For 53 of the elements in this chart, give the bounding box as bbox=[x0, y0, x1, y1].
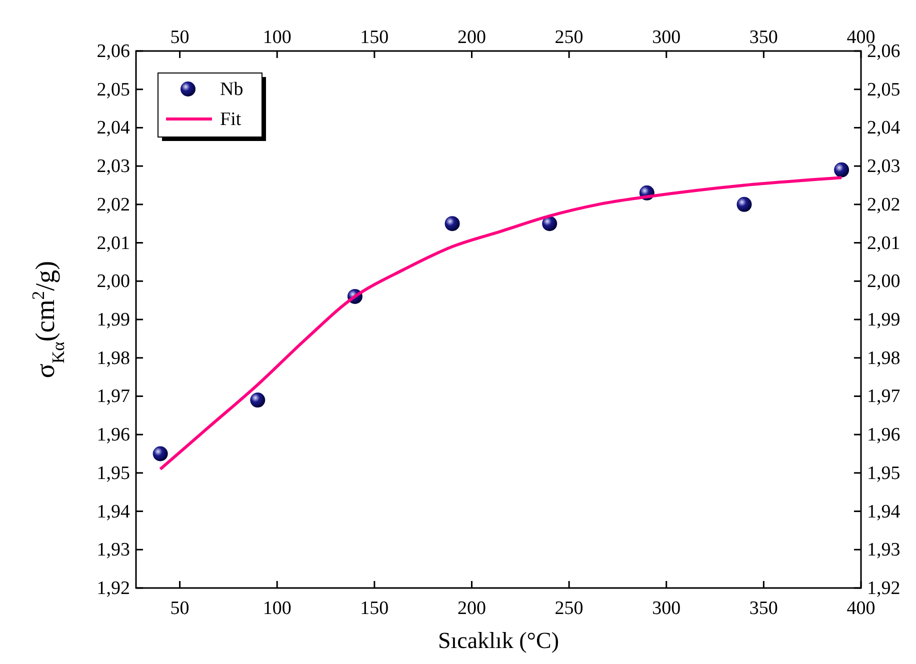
x2-tick-label: 350 bbox=[749, 598, 778, 619]
y-tick-label: 1,97 bbox=[96, 386, 130, 408]
x-tick-label: 300 bbox=[652, 27, 681, 48]
x-tick-label: 200 bbox=[457, 27, 486, 48]
y2-tick-label: 1,92 bbox=[867, 578, 900, 599]
y-tick-label: 1,92 bbox=[96, 578, 130, 599]
y-tick-label: 1,98 bbox=[96, 348, 130, 369]
y2-tick-label: 1,98 bbox=[867, 348, 900, 369]
y-tick-label: 1,95 bbox=[96, 462, 130, 484]
y-tick-label: 1,99 bbox=[96, 310, 130, 330]
x-axis-title: Sıcaklık (°C) bbox=[438, 628, 559, 653]
x2-tick-label: 200 bbox=[457, 598, 486, 619]
x2-tick-label: 400 bbox=[846, 598, 876, 619]
x-tick-label: 50 bbox=[170, 27, 190, 48]
y-tick-label: 2,01 bbox=[96, 232, 130, 254]
y-tick-label: 2,03 bbox=[96, 156, 130, 178]
x2-tick-label: 250 bbox=[554, 598, 584, 619]
y-tick-label: 2,05 bbox=[96, 79, 130, 100]
x-tick-label: 150 bbox=[360, 27, 389, 48]
y2-tick-label: 1,97 bbox=[867, 386, 900, 408]
y-tick-label: 1,94 bbox=[96, 501, 130, 522]
y-tick-label: 1,96 bbox=[96, 424, 130, 446]
point bbox=[542, 216, 558, 232]
x-tick-label: 350 bbox=[749, 27, 778, 48]
y-tick-label: 2,02 bbox=[96, 194, 130, 216]
y2-tick-label: 1,95 bbox=[867, 462, 900, 484]
point bbox=[250, 392, 266, 408]
x2-tick-label: 150 bbox=[360, 598, 389, 619]
y-tick-label: 1,93 bbox=[96, 540, 130, 561]
y2-tick-label: 2,05 bbox=[867, 79, 900, 100]
y2-tick-label: 2,04 bbox=[867, 118, 901, 139]
legend-label: Nb bbox=[220, 79, 244, 100]
y-tick-label: 2,06 bbox=[96, 41, 130, 62]
y2-tick-label: 2,00 bbox=[867, 271, 900, 292]
legend-label: Fit bbox=[220, 109, 242, 130]
x-tick-label: 100 bbox=[262, 27, 292, 48]
point bbox=[444, 216, 460, 232]
x2-tick-label: 50 bbox=[170, 598, 190, 619]
y-tick-label: 2,04 bbox=[96, 118, 130, 139]
x2-tick-label: 300 bbox=[652, 598, 681, 619]
y-tick-label: 2,00 bbox=[96, 271, 130, 292]
y2-tick-label: 2,03 bbox=[867, 156, 900, 178]
x-tick-label: 250 bbox=[554, 27, 584, 48]
y2-tick-label: 1,93 bbox=[867, 540, 900, 561]
y2-tick-label: 1,99 bbox=[867, 310, 900, 330]
point bbox=[834, 162, 850, 178]
y2-tick-label: 2,01 bbox=[867, 232, 900, 254]
y2-tick-label: 1,94 bbox=[867, 501, 901, 522]
x2-tick-label: 100 bbox=[262, 598, 292, 619]
point bbox=[736, 196, 752, 212]
point bbox=[152, 446, 168, 462]
y2-tick-label: 2,02 bbox=[867, 194, 900, 216]
y2-tick-label: 1,96 bbox=[867, 424, 900, 446]
